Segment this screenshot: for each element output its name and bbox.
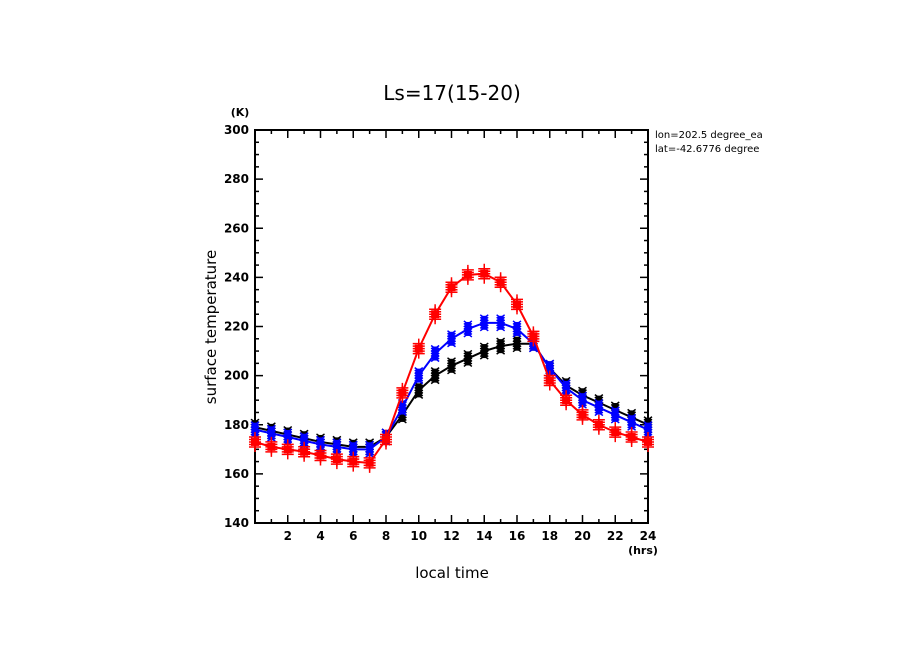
data-point-red <box>396 382 409 403</box>
x-tick-label: 12 <box>443 529 460 543</box>
data-point-red <box>478 263 491 284</box>
data-point-red <box>592 414 605 435</box>
data-point-red <box>543 370 556 391</box>
data-point-red <box>330 449 343 470</box>
x-tick-label: 20 <box>574 529 591 543</box>
data-point-blue <box>479 314 489 332</box>
data-point-red <box>249 431 261 452</box>
data-point-black <box>414 381 424 399</box>
data-point-red <box>429 304 442 325</box>
x-tick-label: 6 <box>349 529 357 543</box>
data-point-black <box>430 367 440 385</box>
data-point-black <box>512 335 522 353</box>
annotation-lat: lat=-42.6776 degree <box>655 144 759 155</box>
y-tick-label: 220 <box>224 320 249 334</box>
data-point-blue <box>414 367 424 385</box>
data-point-red <box>445 277 458 298</box>
data-point-blue <box>365 440 375 458</box>
data-point-red <box>609 422 622 443</box>
x-tick-label: 18 <box>541 529 558 543</box>
x-axis-title: local time <box>415 564 489 582</box>
y-unit-label: (K) <box>231 106 250 119</box>
data-point-red <box>281 439 294 460</box>
data-point-black <box>463 349 473 368</box>
x-tick-label: 4 <box>316 529 324 543</box>
data-point-blue <box>463 320 473 338</box>
data-point-red <box>347 451 360 472</box>
data-point-blue <box>512 320 522 338</box>
data-point-red <box>527 326 540 347</box>
data-point-red <box>560 390 573 411</box>
y-axis-title: surface temperature <box>202 250 220 405</box>
data-point-red <box>642 431 654 452</box>
x-tick-label: 24 <box>640 529 657 543</box>
data-point-blue <box>496 314 506 332</box>
data-point-blue <box>627 413 637 431</box>
series-blue <box>250 314 653 458</box>
data-point-red <box>461 264 474 285</box>
y-tick-label: 140 <box>224 516 249 530</box>
y-tick-label: 200 <box>224 369 249 383</box>
data-point-blue <box>430 344 440 363</box>
data-point-black <box>447 357 456 375</box>
data-point-red <box>380 429 392 450</box>
chart-title: Ls=17(15-20) <box>383 81 521 105</box>
y-tick-label: 260 <box>224 221 249 235</box>
x-tick-label: 8 <box>382 529 390 543</box>
data-point-red <box>511 294 523 315</box>
series-black <box>250 335 653 456</box>
data-point-blue <box>447 330 456 348</box>
x-tick-label: 22 <box>607 529 624 543</box>
plot-frame <box>254 129 649 524</box>
data-point-red <box>363 452 376 473</box>
annotation-lon: lon=202.5 degree_ea <box>655 130 763 141</box>
y-tick-label: 280 <box>224 172 249 186</box>
y-tick-label: 160 <box>224 467 249 481</box>
x-tick-label: 16 <box>509 529 526 543</box>
data-point-red <box>298 441 311 462</box>
data-point-red <box>625 427 638 448</box>
x-unit-label: (hrs) <box>628 544 658 557</box>
data-point-blue <box>594 398 604 417</box>
x-tick-label: 2 <box>284 529 292 543</box>
y-tick-label: 180 <box>224 418 249 432</box>
x-tick-label: 10 <box>410 529 427 543</box>
data-point-black <box>496 337 506 355</box>
data-point-red <box>412 338 425 359</box>
data-point-red <box>314 445 327 466</box>
data-point-red <box>265 436 278 457</box>
x-tick-label: 14 <box>476 529 493 543</box>
data-point-blue <box>316 435 325 453</box>
series-group <box>249 263 654 473</box>
data-point-red <box>576 404 589 425</box>
data-point-black <box>479 342 489 360</box>
axis-ticks: 2 4 6 8 10 12 14 16 18 20 22 2414016018020022024026… <box>224 123 656 543</box>
series-red <box>249 263 654 473</box>
data-point-blue <box>610 406 620 424</box>
y-tick-label: 300 <box>224 123 249 137</box>
data-point-red <box>494 272 507 293</box>
y-tick-label: 240 <box>224 270 249 284</box>
